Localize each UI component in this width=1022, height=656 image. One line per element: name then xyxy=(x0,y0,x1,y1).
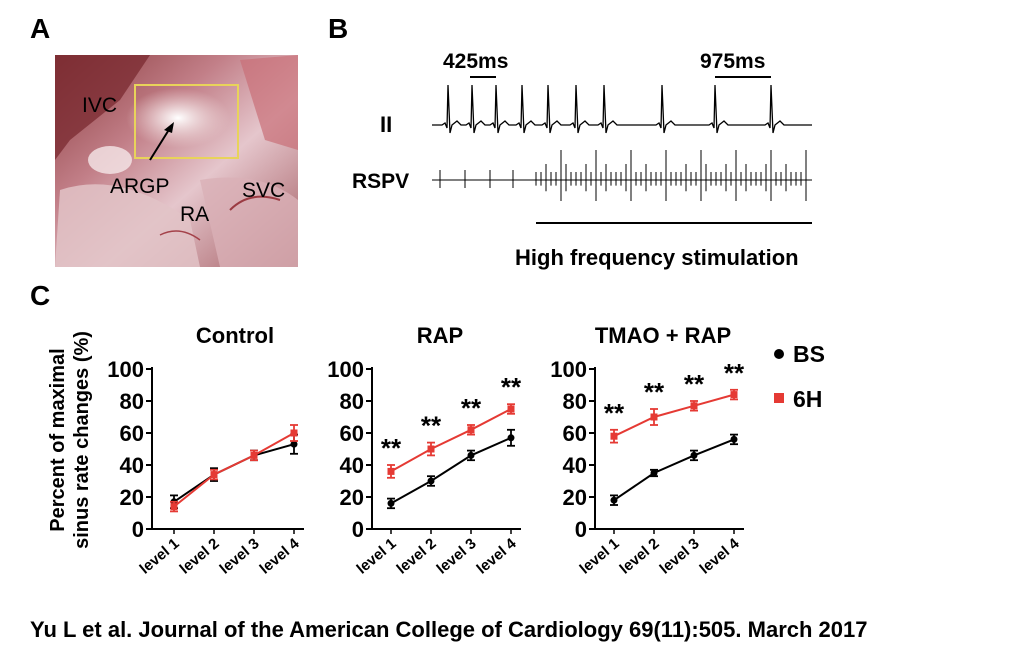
y-tick-label: 80 xyxy=(120,389,144,414)
interval-label-425ms: 425ms xyxy=(443,50,508,73)
y-tick-label: 60 xyxy=(563,421,587,446)
legend-label-6h: 6H xyxy=(793,386,822,412)
ecg-lead-ii-trace xyxy=(432,84,812,134)
panel-letter-a: A xyxy=(30,13,50,44)
data-point-6h xyxy=(690,402,698,410)
y-tick-label: 20 xyxy=(120,485,144,510)
significance-marker: ** xyxy=(724,358,745,388)
y-axis-label-line1: Percent of maximal xyxy=(47,348,69,531)
x-tick-label: level 2 xyxy=(394,535,440,578)
series-line-6h xyxy=(173,432,295,508)
data-point-bs xyxy=(650,469,658,477)
x-tick-label: level 3 xyxy=(217,535,263,578)
y-tick-label: 40 xyxy=(563,453,587,478)
data-point-6h xyxy=(610,432,618,440)
y-tick-label: 100 xyxy=(107,357,144,382)
y-tick-label: 100 xyxy=(550,357,587,382)
lead-ii-label: II xyxy=(380,112,392,137)
y-tick-label: 20 xyxy=(340,485,364,510)
panel-c-ylabel: Percent of maximal sinus rate changes (%… xyxy=(47,331,93,549)
label-ivc: IVC xyxy=(82,94,117,117)
data-point-bs xyxy=(427,477,435,485)
x-tick-label: level 3 xyxy=(657,535,703,578)
data-point-6h xyxy=(730,391,738,399)
x-tick-label: level 3 xyxy=(434,535,480,578)
data-point-6h xyxy=(467,426,475,434)
data-point-6h xyxy=(507,405,515,413)
label-ra: RA xyxy=(180,203,209,226)
data-point-bs xyxy=(690,451,698,459)
label-svc: SVC xyxy=(242,179,285,202)
y-tick-label: 80 xyxy=(340,389,364,414)
legend: BS 6H xyxy=(774,341,825,412)
y-axis-label-line2: sinus rate changes (%) xyxy=(71,331,93,549)
y-tick-label: 80 xyxy=(563,389,587,414)
y-tick-label: 0 xyxy=(575,517,587,542)
significance-marker: ** xyxy=(381,433,402,463)
y-tick-label: 0 xyxy=(132,517,144,542)
data-point-6h xyxy=(427,445,435,453)
x-tick-label: level 2 xyxy=(177,535,223,578)
interval-label-975ms: 975ms xyxy=(700,50,765,73)
data-point-6h xyxy=(290,429,298,437)
series-line-6h xyxy=(390,408,512,473)
significance-marker: ** xyxy=(604,398,625,428)
rspv-label: RSPV xyxy=(352,170,409,193)
y-tick-label: 60 xyxy=(120,421,144,446)
series-line-bs xyxy=(613,438,735,502)
chart-title: TMAO + RAP xyxy=(595,323,731,348)
y-tick-label: 100 xyxy=(327,357,364,382)
panel-letter-b: B xyxy=(328,13,348,44)
significance-marker: ** xyxy=(421,411,442,441)
data-point-6h xyxy=(170,503,178,511)
data-point-bs xyxy=(730,435,738,443)
stimulation-label: High frequency stimulation xyxy=(515,245,799,270)
x-tick-label: level 4 xyxy=(697,535,744,578)
data-point-6h xyxy=(387,467,395,475)
legend-marker-6h xyxy=(774,393,784,403)
series-line-bs xyxy=(390,436,512,505)
y-tick-label: 40 xyxy=(120,453,144,478)
series-line-6h xyxy=(613,393,735,438)
significance-marker: ** xyxy=(461,393,482,423)
x-tick-label: level 2 xyxy=(617,535,663,578)
legend-label-bs: BS xyxy=(793,341,825,367)
significance-marker: ** xyxy=(684,369,705,399)
label-argp: ARGP xyxy=(110,175,170,198)
chart-title: Control xyxy=(196,323,274,348)
data-point-bs xyxy=(610,496,618,504)
x-tick-label: level 4 xyxy=(474,535,521,578)
y-tick-label: 0 xyxy=(352,517,364,542)
data-point-6h xyxy=(210,471,218,479)
citation: Yu L et al. Journal of the American Coll… xyxy=(30,617,868,642)
figure-canvas: A B C IVC ARGP RA SVC 425ms 975ms II RSP… xyxy=(30,13,825,578)
significance-marker: ** xyxy=(501,372,522,402)
data-point-6h xyxy=(250,451,258,459)
panel-b-traces: 425ms 975ms II RSPV High frequency stimu… xyxy=(352,50,812,270)
panel-a-photo: IVC ARGP RA SVC xyxy=(55,55,298,267)
chart-title: RAP xyxy=(417,323,463,348)
x-tick-label: level 4 xyxy=(257,535,304,578)
argp-arrow xyxy=(149,127,171,161)
significance-marker: ** xyxy=(644,377,665,407)
legend-marker-bs xyxy=(774,349,784,359)
data-point-bs xyxy=(467,451,475,459)
panel-letter-c: C xyxy=(30,280,50,311)
data-point-6h xyxy=(650,413,658,421)
y-tick-label: 40 xyxy=(340,453,364,478)
data-point-bs xyxy=(507,434,515,442)
y-tick-label: 60 xyxy=(340,421,364,446)
argp-region-box xyxy=(134,84,239,159)
rspv-electrogram-trace xyxy=(432,150,812,201)
data-point-bs xyxy=(290,440,298,448)
y-tick-label: 20 xyxy=(563,485,587,510)
data-point-bs xyxy=(387,499,395,507)
